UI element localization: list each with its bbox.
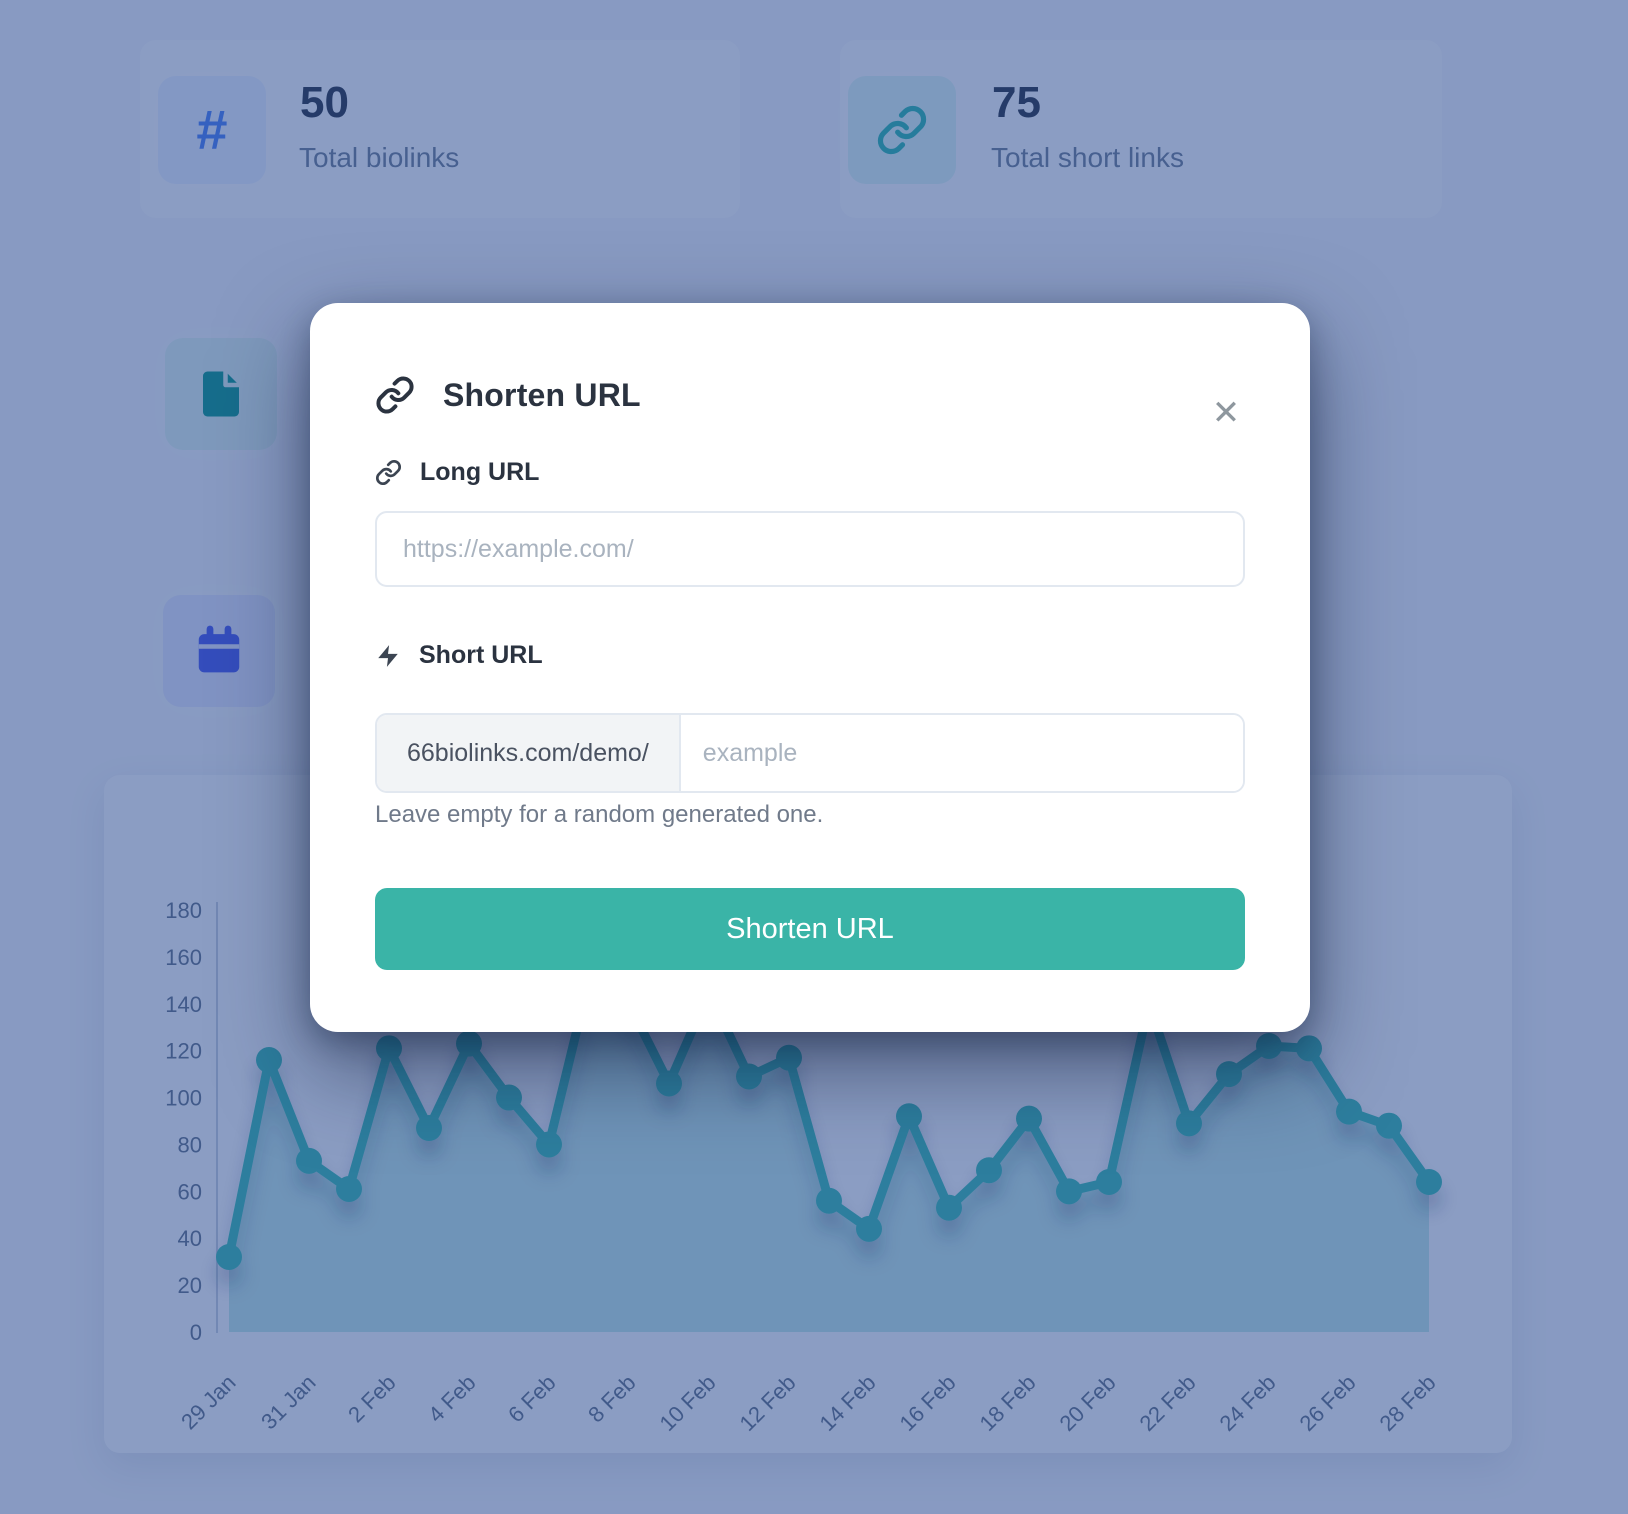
- lightning-icon: [375, 643, 401, 669]
- shorten-url-button[interactable]: Shorten URL: [375, 888, 1245, 970]
- shorten-url-modal: Shorten URL ✕ Long URL Short URL 66bioli…: [310, 303, 1310, 1032]
- short-url-label: Short URL: [419, 641, 543, 669]
- long-url-input[interactable]: [375, 511, 1245, 587]
- short-url-input-group: 66biolinks.com/demo/: [375, 713, 1245, 793]
- modal-title: Shorten URL: [443, 376, 641, 413]
- short-url-input[interactable]: [680, 715, 1243, 791]
- long-url-label: Long URL: [420, 458, 540, 486]
- chain-icon: [375, 375, 415, 415]
- close-icon[interactable]: ✕: [1204, 391, 1248, 435]
- short-url-helper: Leave empty for a random generated one.: [375, 801, 824, 828]
- short-url-prefix: 66biolinks.com/demo/: [377, 715, 681, 791]
- modal-header: Shorten URL: [375, 375, 641, 415]
- long-url-label-row: Long URL: [375, 458, 539, 487]
- chain-small-icon: [375, 459, 402, 486]
- short-url-label-row: Short URL: [375, 641, 543, 670]
